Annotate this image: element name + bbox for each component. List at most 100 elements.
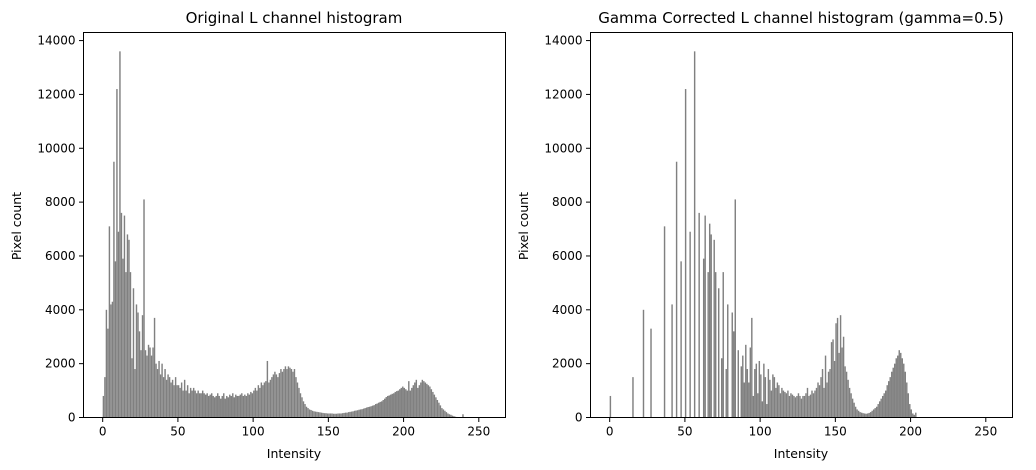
histogram-bar: [806, 387, 809, 418]
histogram-bar: [365, 407, 368, 418]
histogram-bar: [866, 413, 869, 418]
histogram-bar: [868, 412, 870, 418]
y-tick-label: 0: [575, 411, 583, 425]
histogram-bar: [382, 400, 384, 418]
histogram-bar: [242, 395, 245, 418]
x-tick-label: 200: [392, 425, 415, 439]
histogram-bar: [396, 391, 398, 418]
histogram-bar: [174, 377, 177, 418]
histogram-bar: [140, 350, 142, 418]
histogram-bar: [257, 385, 260, 418]
histogram-bar: [632, 377, 634, 418]
histogram-bar: [842, 336, 845, 418]
histogram-bar: [168, 377, 171, 418]
histogram-bar: [710, 234, 712, 418]
histogram-bar: [129, 272, 132, 418]
histogram-bar: [740, 366, 742, 418]
histogram-bar: [135, 304, 138, 418]
histogram-bar: [773, 377, 776, 418]
histogram-bar: [752, 395, 755, 418]
histogram-bar: [338, 413, 341, 418]
y-tick-label: 14000: [544, 34, 582, 48]
histogram-bar: [860, 412, 863, 418]
histogram-bar: [373, 405, 375, 418]
histogram-bar: [907, 393, 909, 418]
histogram-bar: [269, 379, 272, 418]
histogram-bar: [350, 411, 353, 418]
histogram-bar: [409, 390, 412, 418]
histogram-bar: [150, 355, 153, 418]
histogram-bar: [217, 393, 219, 418]
histogram-bar: [856, 409, 858, 418]
histogram-bar: [356, 410, 359, 418]
histogram-bar: [754, 369, 756, 418]
histogram-bar: [323, 413, 326, 418]
histogram-bar: [424, 382, 427, 418]
y-tick-label: 10000: [37, 141, 75, 155]
histogram-bar: [698, 212, 700, 418]
histogram-bar: [388, 395, 390, 418]
histogram-bar: [829, 369, 831, 418]
histogram-bar: [910, 409, 912, 418]
x-axis-ticks: 0 50 100 150 200 250: [99, 417, 490, 439]
histogram-bar: [254, 387, 257, 418]
histogram-bar: [441, 408, 443, 418]
histogram-bar: [859, 412, 861, 418]
histogram-bar: [830, 342, 833, 418]
histogram-bar: [138, 331, 141, 418]
histogram-bar: [272, 374, 275, 418]
histogram-bar: [835, 323, 837, 418]
histogram-bar: [411, 387, 413, 418]
histogram-bar: [764, 377, 767, 418]
histogram-bar: [824, 355, 827, 418]
x-tick-label: 100: [749, 425, 772, 439]
histogram-bar: [642, 309, 645, 418]
histogram-bar: [329, 413, 332, 418]
histogram-bar: [110, 304, 112, 418]
histogram-bar: [233, 397, 235, 418]
histogram-bar: [796, 395, 798, 418]
histogram-bar: [915, 412, 917, 418]
y-axis-label: Pixel count: [9, 192, 24, 260]
histogram-bar: [344, 412, 347, 418]
histogram-bar: [149, 347, 151, 418]
histogram-bar: [271, 377, 273, 418]
histogram-bar: [421, 379, 424, 418]
histogram-bar: [221, 395, 223, 418]
histogram-bar: [766, 404, 768, 418]
histogram-bar: [259, 387, 261, 418]
histogram-bar: [192, 387, 195, 418]
histogram-bar: [733, 331, 735, 418]
histogram-bar: [743, 382, 746, 418]
histogram-bar: [212, 395, 214, 418]
histogram-bar: [722, 272, 724, 418]
histogram-bar: [390, 394, 392, 418]
histogram-bar: [107, 328, 109, 418]
histogram-bar: [702, 258, 705, 418]
histogram-bar: [105, 309, 108, 418]
histogram-bar: [802, 395, 804, 418]
histogram-bar: [839, 315, 842, 418]
x-tick-label: 150: [317, 425, 340, 439]
histogram-bar: [757, 393, 759, 418]
histogram-bar: [850, 393, 852, 418]
histogram-bar: [125, 272, 127, 418]
histogram-bar: [760, 374, 762, 418]
histogram-bar: [343, 412, 345, 418]
histogram-bar: [827, 371, 830, 418]
histogram-bar: [325, 413, 327, 418]
histogram-bar: [797, 393, 800, 418]
histogram-bar: [725, 369, 727, 418]
histogram-bar: [113, 161, 115, 418]
histogram-bar: [663, 226, 666, 418]
histogram-bar: [235, 394, 237, 418]
histogram-bar: [805, 393, 807, 418]
histogram-bar: [313, 411, 315, 418]
y-axis-label: Pixel count: [516, 192, 531, 260]
x-tick-label: 200: [899, 425, 922, 439]
x-axis-label: Intensity: [267, 446, 322, 461]
bar-series: [102, 51, 464, 418]
histogram-bar: [156, 369, 159, 418]
histogram-bar: [418, 385, 421, 418]
histogram-bar: [211, 393, 213, 418]
